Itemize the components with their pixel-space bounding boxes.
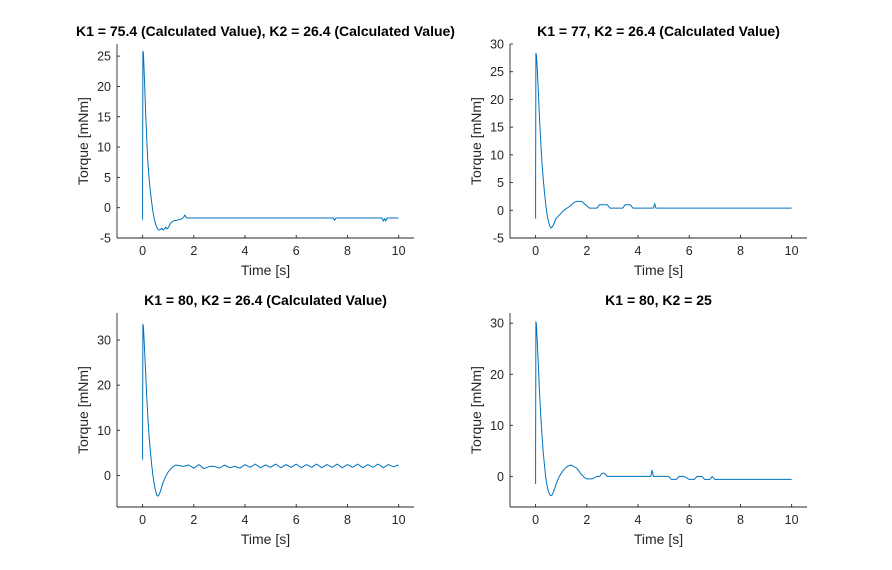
subplot-1-y-tick-label: 10 bbox=[97, 141, 111, 155]
subplot-3-x-tick-label: 4 bbox=[242, 513, 249, 527]
subplot-4-y-tick-label: 0 bbox=[497, 470, 504, 484]
subplot-2-y-tick-label: 0 bbox=[497, 204, 504, 218]
subplot-3-series-line bbox=[142, 323, 399, 497]
subplot-4-x-tick-label: 8 bbox=[737, 513, 744, 527]
subplot-2-y-tick-label: 15 bbox=[490, 121, 504, 135]
subplot-3-y-tick-label: 10 bbox=[97, 424, 111, 438]
subplot-3-xlabel: Time [s] bbox=[241, 531, 290, 547]
subplot-1-y-tick-label: -5 bbox=[100, 232, 111, 246]
subplot-4-x-tick-label: 6 bbox=[686, 513, 693, 527]
subplot-4-series-line bbox=[535, 321, 792, 497]
subplot-3-x-tick-label: 10 bbox=[392, 513, 406, 527]
subplot-3-y-tick-label: 30 bbox=[97, 334, 111, 348]
subplot-1-x-tick-label: 0 bbox=[139, 244, 146, 258]
subplot-4: K1 = 80, K2 = 25 Time [s] Torque [mNm] 0… bbox=[468, 292, 807, 547]
subplot-2-y-tick-label: 30 bbox=[490, 38, 504, 52]
subplot-1-title: K1 = 75.4 (Calculated Value), K2 = 26.4 … bbox=[76, 23, 455, 39]
subplot-1-y-tick-label: 20 bbox=[97, 80, 111, 94]
subplot-1-series-line bbox=[142, 50, 399, 231]
subplot-2: K1 = 77, K2 = 26.4 (Calculated Value) Ti… bbox=[468, 23, 807, 278]
subplot-2-y-tick-label: 5 bbox=[497, 176, 504, 190]
subplot-1-ylabel: Torque [mNm] bbox=[75, 97, 91, 185]
subplot-3-x-tick-label: 0 bbox=[139, 513, 146, 527]
subplot-3-ylabel: Torque [mNm] bbox=[75, 366, 91, 454]
subplot-4-x-tick-label: 4 bbox=[635, 513, 642, 527]
subplot-2-y-tick-label: -5 bbox=[493, 232, 504, 246]
subplot-3-x-tick-label: 6 bbox=[293, 513, 300, 527]
subplot-2-x-tick-label: 6 bbox=[686, 244, 693, 258]
subplot-3-title: K1 = 80, K2 = 26.4 (Calculated Value) bbox=[144, 292, 387, 308]
subplot-2-x-tick-label: 2 bbox=[583, 244, 590, 258]
subplot-1-y-tick-label: 0 bbox=[104, 201, 111, 215]
subplot-3-y-tick-label: 0 bbox=[104, 469, 111, 483]
subplot-1-y-tick-label: 5 bbox=[104, 171, 111, 185]
subplot-2-x-tick-label: 4 bbox=[635, 244, 642, 258]
subplot-2-ylabel: Torque [mNm] bbox=[468, 97, 484, 185]
subplot-4-x-tick-label: 2 bbox=[583, 513, 590, 527]
subplot-1-x-tick-label: 8 bbox=[344, 244, 351, 258]
subplot-1-x-tick-label: 10 bbox=[392, 244, 406, 258]
subplot-4-xlabel: Time [s] bbox=[634, 531, 683, 547]
subplot-2-x-tick-label: 8 bbox=[737, 244, 744, 258]
subplot-1-xlabel: Time [s] bbox=[241, 262, 290, 278]
subplot-1-y-tick-label: 15 bbox=[97, 110, 111, 124]
subplot-3-x-tick-label: 8 bbox=[344, 513, 351, 527]
subplot-2-y-tick-label: 10 bbox=[490, 148, 504, 162]
subplot-1-y-tick-label: 25 bbox=[97, 50, 111, 64]
subplot-4-y-tick-label: 30 bbox=[490, 317, 504, 331]
subplot-2-title: K1 = 77, K2 = 26.4 (Calculated Value) bbox=[537, 23, 780, 39]
subplot-2-y-tick-label: 25 bbox=[490, 65, 504, 79]
subplot-1-x-tick-label: 4 bbox=[242, 244, 249, 258]
subplot-2-xlabel: Time [s] bbox=[634, 262, 683, 278]
subplot-3-x-tick-label: 2 bbox=[190, 513, 197, 527]
subplot-4-title: K1 = 80, K2 = 25 bbox=[605, 292, 712, 308]
subplot-2-x-tick-label: 10 bbox=[785, 244, 799, 258]
subplot-2-y-tick-label: 20 bbox=[490, 93, 504, 107]
subplot-2-x-tick-label: 0 bbox=[532, 244, 539, 258]
subplot-1-x-tick-label: 6 bbox=[293, 244, 300, 258]
subplot-1: K1 = 75.4 (Calculated Value), K2 = 26.4 … bbox=[75, 23, 455, 278]
subplot-4-ylabel: Torque [mNm] bbox=[468, 366, 484, 454]
subplot-3: K1 = 80, K2 = 26.4 (Calculated Value) Ti… bbox=[75, 292, 414, 547]
subplot-2-series-line bbox=[535, 52, 792, 229]
subplot-4-y-tick-label: 20 bbox=[490, 368, 504, 382]
subplot-1-x-tick-label: 2 bbox=[190, 244, 197, 258]
subplot-4-y-tick-label: 10 bbox=[490, 419, 504, 433]
subplot-4-x-tick-label: 0 bbox=[532, 513, 539, 527]
subplot-3-y-tick-label: 20 bbox=[97, 379, 111, 393]
subplot-4-x-tick-label: 10 bbox=[785, 513, 799, 527]
